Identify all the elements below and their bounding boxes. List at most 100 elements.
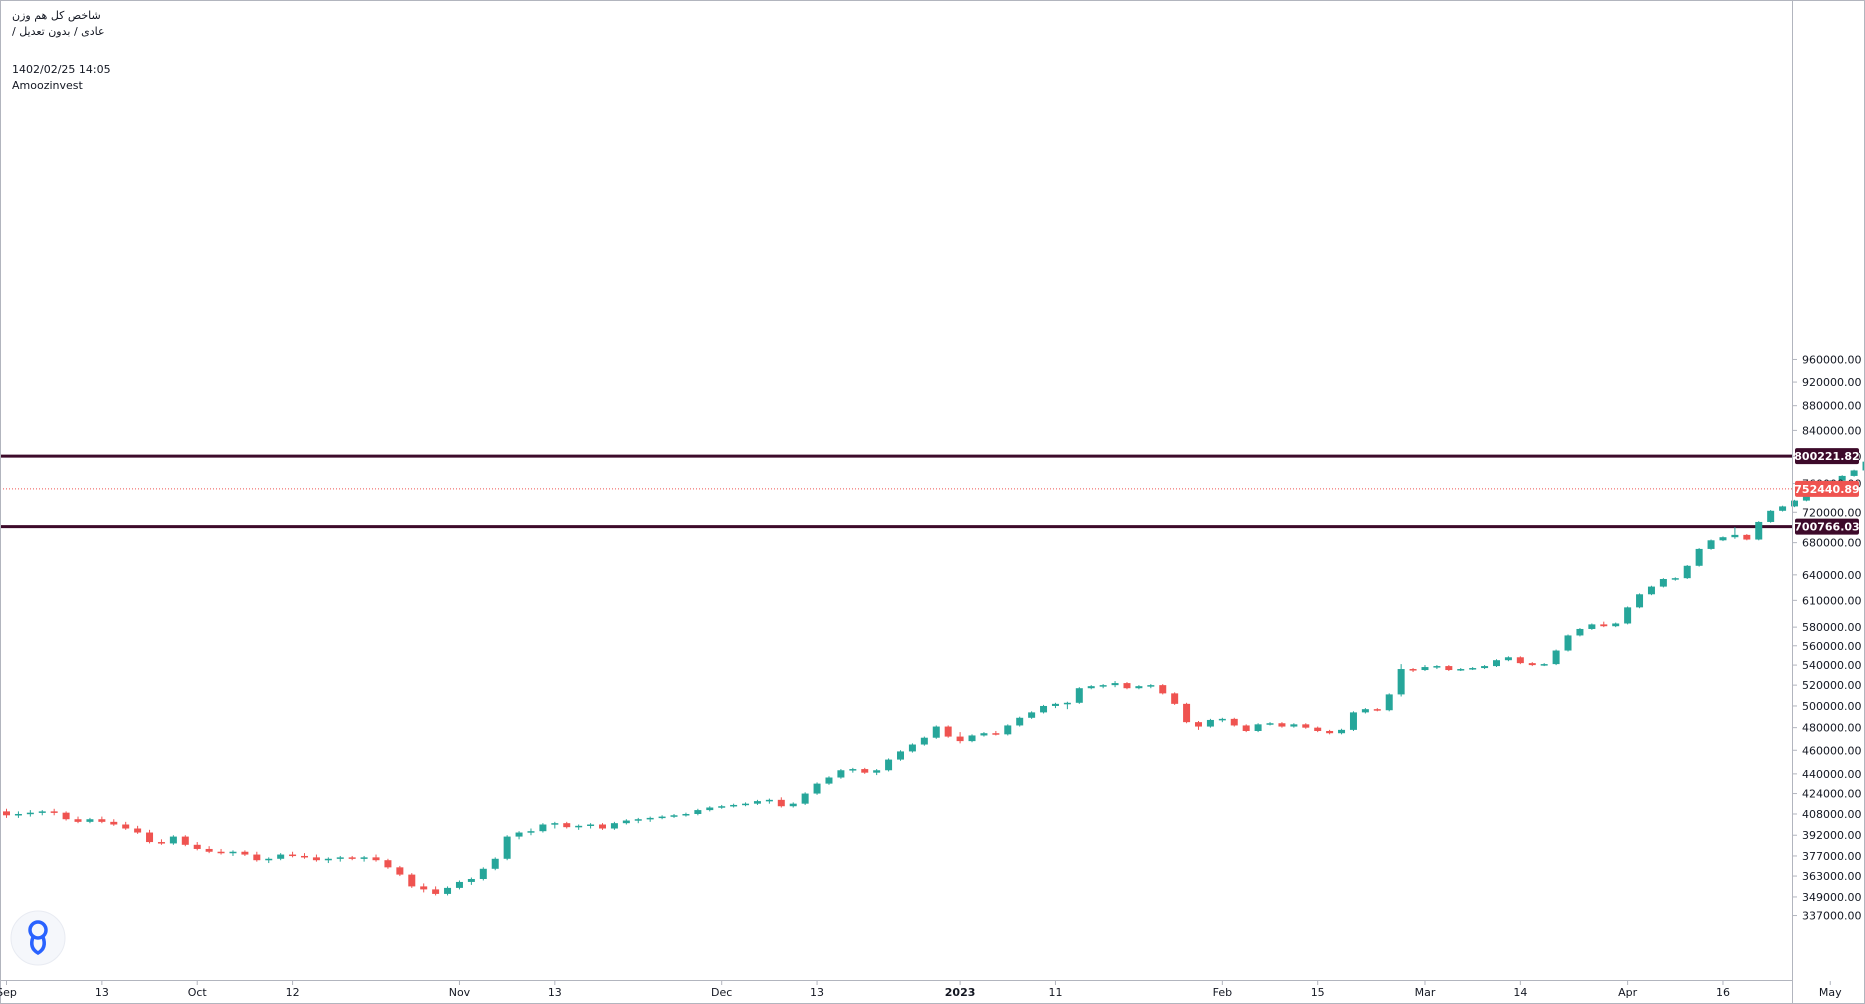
candle (1206, 718, 1214, 728)
candle (1051, 702, 1059, 709)
horizontal-levels[interactable] (0, 454, 1792, 529)
candle-body (1588, 624, 1596, 629)
candle-body (1326, 730, 1334, 734)
last-price-label: 752440.89 (1794, 483, 1859, 496)
candle-body (1302, 724, 1310, 728)
x-tick-label: Mar (1415, 986, 1436, 999)
candle (682, 812, 690, 817)
candle-body (146, 832, 154, 843)
chart-author: Amoozinvest (12, 79, 83, 92)
candle (1516, 656, 1524, 665)
candle-body (1290, 724, 1298, 727)
candle-body (3, 811, 10, 816)
candle (539, 823, 547, 833)
candle (1624, 606, 1632, 625)
x-tick-label: Sep (0, 986, 17, 999)
candle (658, 815, 666, 820)
candle (587, 823, 595, 829)
candle (1099, 684, 1107, 689)
candle-body (1600, 624, 1608, 627)
price-axis[interactable]: 960000.00920000.00880000.00840000.008000… (1793, 353, 1862, 923)
candle (1326, 729, 1334, 735)
plot-area[interactable] (0, 0, 1792, 980)
candle-body (1373, 709, 1381, 711)
y-tick-label: 408000.00 (1802, 808, 1862, 821)
candle-body (336, 857, 344, 859)
candle-body (956, 736, 964, 742)
candle-body (277, 854, 285, 859)
candle (265, 857, 273, 864)
candle-body (1528, 663, 1536, 666)
candle-body (110, 821, 118, 825)
candle (1659, 578, 1667, 588)
candle (1564, 634, 1572, 652)
y-tick-label: 363000.00 (1802, 870, 1862, 883)
candle (551, 821, 559, 829)
candle-body (539, 824, 547, 832)
last-price-label-bg (1795, 480, 1859, 497)
candle (420, 883, 428, 893)
candle-body (932, 726, 940, 738)
candle-body (515, 832, 523, 837)
tradingview-logo-icon[interactable] (8, 908, 68, 968)
candle-body (1564, 635, 1572, 651)
y-tick-label: 720000.00 (1802, 506, 1862, 519)
y-tick-label: 560000.00 (1802, 640, 1862, 653)
candle-body (157, 842, 165, 844)
candle (432, 886, 440, 896)
x-tick-label: 15 (1311, 986, 1325, 999)
candle-body (265, 858, 273, 861)
y-tick-label: 610000.00 (1802, 594, 1862, 607)
candle (1588, 623, 1596, 630)
candle-body (551, 823, 559, 825)
candle-body (503, 836, 511, 859)
candle-body (1647, 586, 1655, 595)
symbol-name[interactable]: شاخص کل هم وزن (12, 9, 101, 22)
candle (396, 865, 404, 877)
candle (1278, 722, 1286, 728)
candle (1755, 521, 1763, 541)
candle (312, 854, 320, 862)
candle (873, 769, 881, 776)
candle (1075, 687, 1083, 704)
candle (1540, 663, 1548, 667)
candle-body (777, 799, 785, 807)
candle-body (1040, 705, 1048, 713)
candle (1481, 665, 1489, 670)
candle (1838, 475, 1846, 482)
candle-body (610, 823, 618, 829)
candle (193, 842, 201, 851)
candle (646, 816, 654, 822)
candle-body (801, 793, 809, 804)
candle (50, 808, 58, 816)
candle (861, 767, 869, 774)
candle (1230, 717, 1238, 727)
candle (134, 825, 142, 834)
candle-body (765, 799, 773, 802)
candle-body (1016, 717, 1024, 726)
candle-body (98, 819, 106, 822)
candle (1707, 539, 1715, 550)
candle (1469, 667, 1477, 671)
candle (670, 813, 678, 818)
candle (694, 808, 702, 816)
candle (253, 851, 261, 862)
candle (527, 828, 535, 836)
candle-body (1075, 688, 1083, 703)
x-tick-label: Dec (711, 986, 732, 999)
candle-body (360, 857, 368, 859)
candle-body (1183, 703, 1191, 723)
time-axis[interactable]: Sep 13 Oct 12 Nov 13 Dec 13 2023 11 Feb 15 Mar 14 Apr 1… (0, 981, 1865, 999)
candle (1302, 723, 1310, 729)
candle-body (408, 874, 416, 887)
candle-body (14, 813, 22, 816)
chart-datetime: 1402/02/25 14:05 (12, 63, 111, 76)
x-tick-label: May (1819, 986, 1842, 999)
candle (908, 743, 916, 753)
candle (26, 810, 34, 817)
candle-body (563, 823, 571, 828)
candle (1349, 711, 1357, 731)
candle (324, 857, 332, 864)
candle-body (217, 851, 225, 854)
